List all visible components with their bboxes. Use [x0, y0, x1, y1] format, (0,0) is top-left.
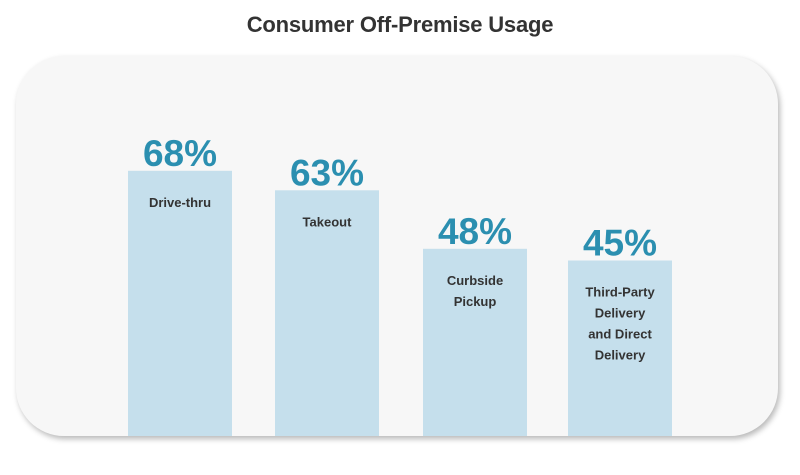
bar-chart-plot: 68% Drive-thru 63% Takeout 48% Curbside Pickup…: [128, 133, 672, 436]
category-label-third-party-delivery-and-direct-delivery: Third-Party Delivery and Direct Delivery: [585, 285, 655, 363]
category-label-line: Pickup: [454, 294, 497, 309]
category-label-line: and Direct: [588, 327, 652, 342]
value-label-third-party-delivery-and-direct-delivery: 45%: [583, 223, 657, 264]
category-label-line: Third-Party: [585, 285, 655, 300]
chart-panel: 68% Drive-thru 63% Takeout 48% Curbside Pickup…: [16, 56, 778, 436]
bar-third-party-delivery-and-direct-delivery: [568, 260, 672, 436]
category-label-line: Delivery: [595, 306, 646, 321]
bar-curbside-pickup: [423, 248, 527, 436]
category-label-line: Takeout: [303, 214, 353, 229]
category-label-line: Drive-thru: [149, 195, 211, 210]
category-label-line: Curbside: [447, 273, 503, 288]
category-label-line: Delivery: [595, 348, 646, 363]
category-label-takeout: Takeout: [303, 214, 353, 229]
value-label-drive-thru: 68%: [143, 133, 217, 174]
category-label-curbside-pickup: Curbside Pickup: [447, 273, 503, 309]
value-label-curbside-pickup: 48%: [438, 211, 512, 252]
chart-title: Consumer Off-Premise Usage: [246, 12, 554, 37]
bar-drive-thru: [128, 170, 232, 436]
bar-takeout: [275, 190, 379, 436]
value-label-takeout: 63%: [290, 152, 364, 193]
category-label-drive-thru: Drive-thru: [149, 195, 211, 210]
